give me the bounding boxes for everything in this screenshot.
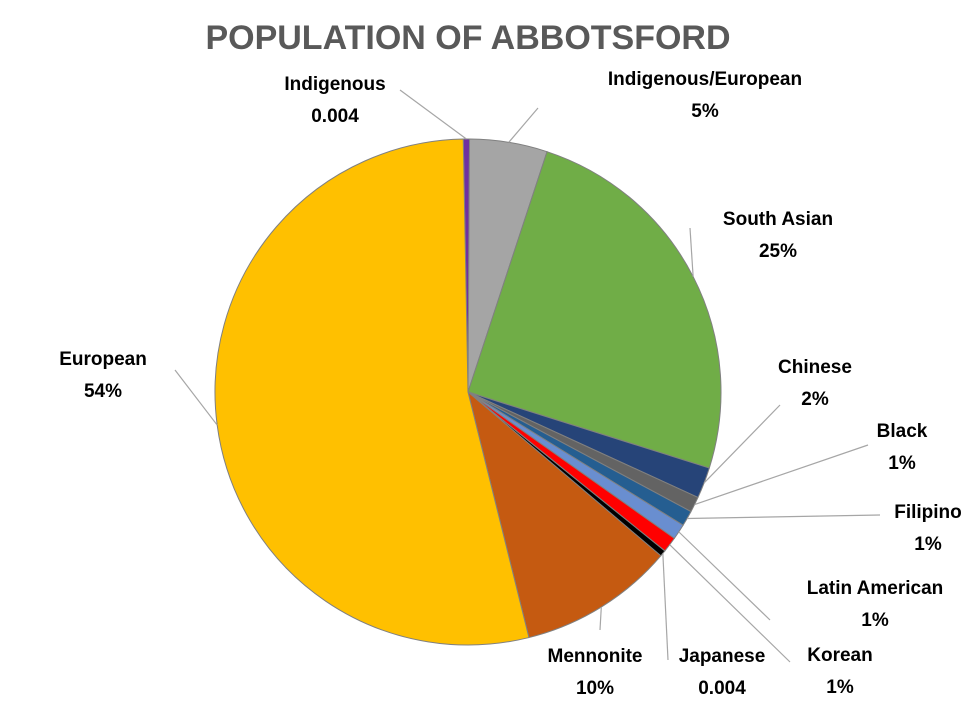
pie-slice bbox=[467, 390, 662, 639]
slice-value-label: 1% bbox=[914, 534, 942, 555]
slice-value-label: 0.004 bbox=[698, 678, 746, 699]
slice-value-label: 25% bbox=[759, 241, 797, 262]
leader-line bbox=[694, 444, 869, 506]
slice-label: European bbox=[59, 349, 147, 370]
leader-line bbox=[399, 89, 467, 140]
leader-line bbox=[687, 514, 881, 520]
leader-line bbox=[669, 544, 791, 663]
slice-label: Indigenous/European bbox=[608, 69, 802, 90]
pie-slice bbox=[214, 138, 530, 646]
slice-value-label: 1% bbox=[888, 453, 916, 474]
slice-value-label: 2% bbox=[801, 389, 829, 410]
leader-line bbox=[703, 404, 781, 484]
slice-value-label: 10% bbox=[576, 678, 614, 699]
leader-line bbox=[689, 227, 694, 277]
slice-label: South Asian bbox=[723, 209, 833, 230]
chart-title: POPULATION OF ABBOTSFORD bbox=[205, 19, 730, 57]
leader-line bbox=[662, 553, 669, 661]
slice-label: Indigenous bbox=[284, 74, 385, 95]
leader-line bbox=[678, 531, 771, 621]
slice-label: Filipino bbox=[894, 502, 962, 523]
leader-line bbox=[508, 107, 539, 143]
slice-label: Korean bbox=[807, 645, 872, 666]
slice-label: Japanese bbox=[679, 646, 766, 667]
leader-line bbox=[599, 607, 602, 631]
slice-value-label: 54% bbox=[84, 381, 122, 402]
slice-label: Mennonite bbox=[548, 646, 643, 667]
slice-label: Black bbox=[877, 421, 928, 442]
slice-value-label: 5% bbox=[691, 101, 719, 122]
slice-value-label: 1% bbox=[826, 677, 854, 698]
slice-label: Latin American bbox=[807, 578, 944, 599]
slice-value-label: 1% bbox=[861, 610, 889, 631]
leader-line bbox=[174, 369, 218, 426]
slice-value-label: 0.004 bbox=[311, 106, 359, 127]
slice-label: Chinese bbox=[778, 357, 852, 378]
